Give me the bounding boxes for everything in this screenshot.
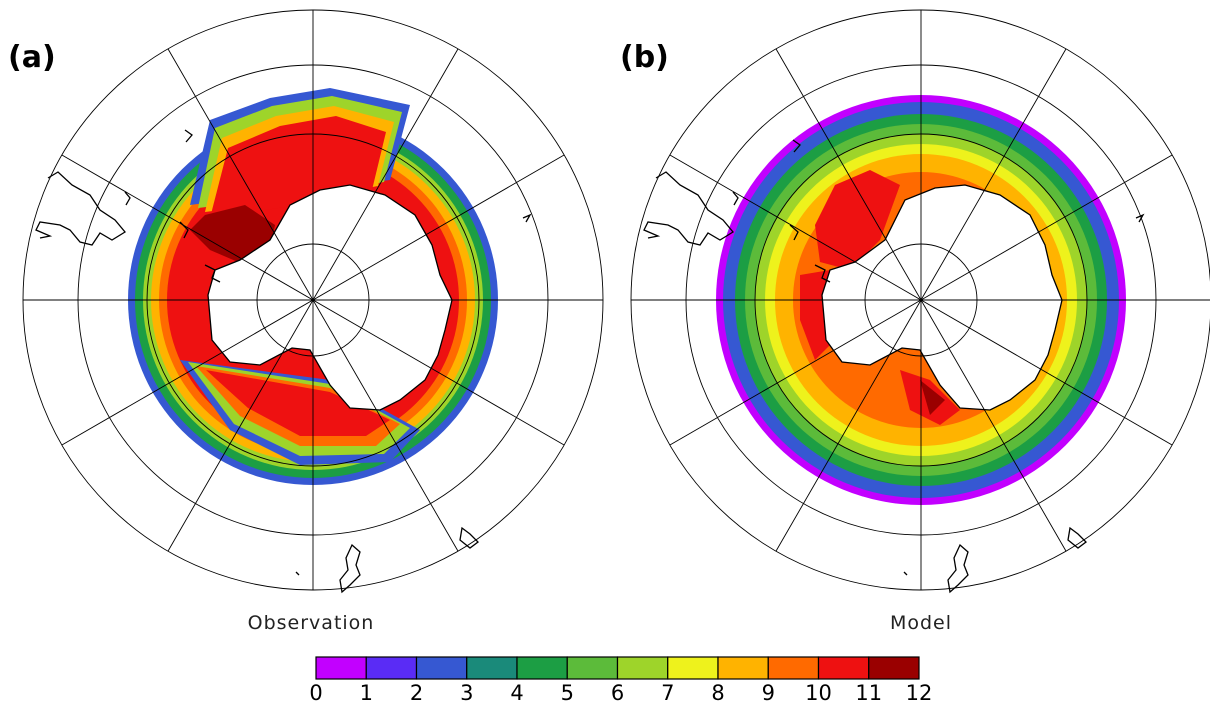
colorbar-tick-label: 5: [561, 681, 574, 705]
panel-caption-b: Model: [890, 612, 952, 634]
panel-label-b: (b): [620, 40, 669, 75]
colorbar-swatch: [667, 656, 719, 680]
colorbar-swatch: [767, 656, 820, 680]
colorbar-tick-label: 12: [906, 681, 933, 705]
colorbar-swatch: [868, 656, 920, 680]
colorbar-tick-label: 4: [510, 681, 523, 705]
panel-caption-a: Observation: [248, 612, 375, 634]
observation-graticule: [22, 9, 604, 591]
colorbar-tick-label: 10: [805, 681, 832, 705]
colorbar-swatch: [315, 656, 367, 680]
colorbar-swatch: [365, 656, 418, 680]
colorbar-tick-label: 11: [855, 681, 882, 705]
model-graticule: [630, 9, 1210, 591]
panel-observation: (a) Observation: [8, 9, 604, 634]
colorbar-swatch: [516, 656, 568, 680]
colorbar-tick-label: 9: [762, 681, 775, 705]
colorbar-tick-label: 2: [410, 681, 423, 705]
colorbar-tick-label: 6: [611, 681, 624, 705]
colorbar-tick-label: 1: [360, 681, 373, 705]
colorbar-tick-label: 7: [661, 681, 674, 705]
colorbar-swatch: [415, 656, 468, 680]
panel-model: (b) Model: [620, 9, 1210, 634]
colorbar-swatch: [566, 656, 619, 680]
colorbar-swatch: [466, 656, 518, 680]
colorbar-swatch: [616, 656, 669, 680]
colorbar-swatch: [817, 656, 870, 680]
model-coastlines: [643, 139, 1145, 594]
colorbar-tick-label: 3: [460, 681, 473, 705]
colorbar: 0 1 2 3 4 5 6 7 8 9 10 11 12: [309, 656, 933, 705]
panel-label-a: (a): [8, 40, 56, 75]
colorbar-tick-label: 8: [711, 681, 724, 705]
colorbar-swatch: [717, 656, 769, 680]
colorbar-tick-label: 0: [309, 681, 322, 705]
